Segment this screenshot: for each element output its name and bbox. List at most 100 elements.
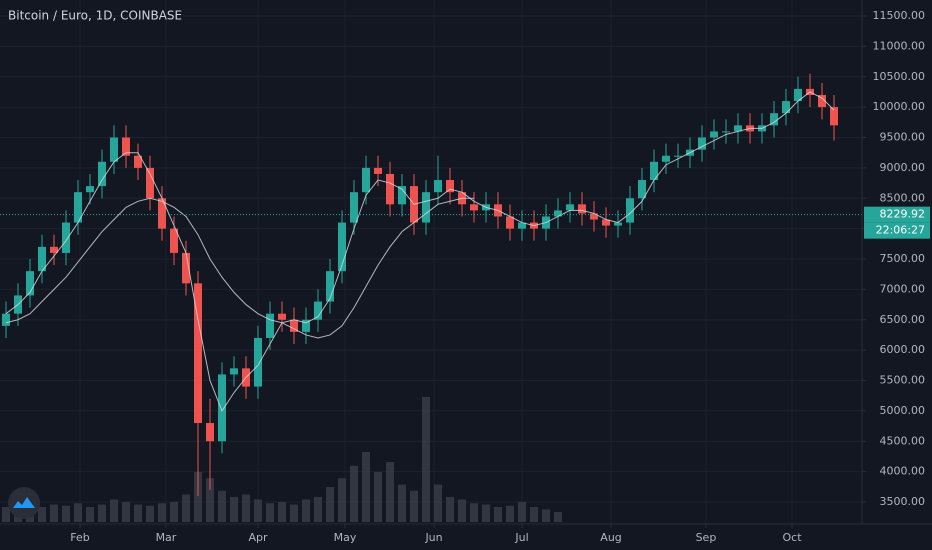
y-tick-label: 4000.00 bbox=[880, 465, 926, 478]
volume-bar bbox=[326, 487, 334, 522]
y-tick-label: 4500.00 bbox=[880, 434, 926, 447]
volume-bar bbox=[398, 484, 406, 522]
candle-body bbox=[362, 167, 370, 193]
volume-bar bbox=[386, 462, 394, 522]
volume-bar bbox=[458, 499, 466, 522]
volume-bar bbox=[62, 505, 70, 522]
candle-body bbox=[434, 180, 442, 193]
volume-bar bbox=[302, 499, 310, 522]
volume-bar bbox=[182, 494, 190, 522]
candle-body bbox=[782, 101, 790, 114]
candle-body bbox=[134, 155, 142, 168]
candle-body bbox=[734, 125, 742, 132]
volume-bar bbox=[218, 490, 226, 522]
volume-bar bbox=[134, 504, 142, 522]
volume-bar bbox=[446, 497, 454, 522]
candle-body bbox=[290, 319, 298, 332]
candle-body bbox=[266, 313, 274, 338]
candle-body bbox=[518, 222, 526, 229]
volume-bar bbox=[2, 507, 10, 522]
candle-body bbox=[158, 198, 166, 229]
volume-bar bbox=[434, 484, 442, 522]
volume-bar bbox=[554, 512, 562, 522]
candle-body bbox=[614, 222, 622, 226]
y-tick-label: 11500.00 bbox=[873, 9, 926, 22]
candle-body bbox=[50, 246, 58, 253]
moving-average bbox=[5, 197, 474, 339]
candle-body bbox=[674, 155, 682, 157]
candle-body bbox=[122, 137, 130, 156]
candle-body bbox=[722, 131, 730, 133]
y-tick-label: 7500.00 bbox=[880, 252, 926, 265]
y-tick-label: 10500.00 bbox=[873, 70, 926, 83]
volume-bar bbox=[410, 490, 418, 522]
candle-body bbox=[278, 313, 286, 320]
candle-body bbox=[182, 252, 190, 284]
candle-body bbox=[554, 210, 562, 217]
candle-body bbox=[338, 222, 346, 272]
candle-body bbox=[590, 213, 598, 220]
volume-bar bbox=[74, 503, 82, 522]
candle-body bbox=[566, 204, 574, 211]
volume-bar bbox=[38, 507, 46, 522]
candle-body bbox=[146, 167, 154, 199]
volume-bar bbox=[158, 503, 166, 522]
candle-body bbox=[398, 186, 406, 205]
last-price-label: 8229.92 bbox=[880, 208, 926, 221]
volume-bar bbox=[50, 504, 58, 522]
candle-body bbox=[650, 161, 658, 181]
plot bbox=[0, 73, 862, 522]
candle-body bbox=[698, 137, 706, 150]
candle-body bbox=[230, 368, 238, 375]
x-tick-label: Mar bbox=[156, 531, 177, 544]
volume-bar bbox=[86, 507, 94, 522]
countdown-label: 22:06:27 bbox=[876, 224, 925, 237]
candle-body bbox=[578, 204, 586, 214]
y-tick-label: 3500.00 bbox=[880, 495, 926, 508]
logo bbox=[8, 487, 40, 519]
candle-body bbox=[794, 88, 802, 102]
volume-bar bbox=[98, 504, 106, 522]
candle-body bbox=[374, 167, 382, 174]
volume-bar bbox=[194, 472, 202, 522]
volume-bar bbox=[230, 497, 238, 522]
volume-bar bbox=[278, 502, 286, 522]
volume-bar bbox=[122, 502, 130, 522]
candle-body bbox=[38, 246, 46, 272]
volume-bar bbox=[266, 503, 274, 522]
candle-body bbox=[2, 313, 10, 326]
volume-bar bbox=[242, 494, 250, 522]
y-tick-label: 5000.00 bbox=[880, 404, 926, 417]
volume-bar bbox=[422, 397, 430, 522]
volume-bar bbox=[530, 507, 538, 522]
candle-body bbox=[62, 222, 70, 253]
candle-body bbox=[422, 192, 430, 223]
x-tick-label: Feb bbox=[70, 531, 89, 544]
y-tick-label: 9500.00 bbox=[880, 131, 926, 144]
volume-bar bbox=[374, 472, 382, 522]
candle-body bbox=[830, 107, 838, 126]
y-tick-label: 6500.00 bbox=[880, 313, 926, 326]
volume-bar bbox=[170, 502, 178, 522]
volume-bar bbox=[482, 504, 490, 522]
volume-bar bbox=[146, 505, 154, 522]
candle-body bbox=[446, 180, 454, 193]
candle-body bbox=[770, 113, 778, 126]
candle-body bbox=[326, 271, 334, 302]
candle-body bbox=[662, 155, 670, 162]
x-tick-label: Oct bbox=[782, 531, 802, 544]
x-tick-label: Jul bbox=[514, 531, 528, 544]
candle-body bbox=[194, 283, 202, 424]
candle-body bbox=[302, 319, 310, 332]
chart-title: Bitcoin / Euro, 1D, COINBASE bbox=[8, 9, 182, 23]
moving-average bbox=[5, 91, 835, 412]
volume-bar bbox=[206, 478, 214, 522]
volume-bar bbox=[518, 502, 526, 522]
axes: 3500.00 4000.00 4500.00 5000.00 5500.00 6000.… bbox=[70, 9, 930, 544]
candle-body bbox=[386, 173, 394, 205]
candle-body bbox=[254, 337, 262, 387]
volume-bar bbox=[254, 499, 262, 522]
volume-bar bbox=[494, 507, 502, 522]
